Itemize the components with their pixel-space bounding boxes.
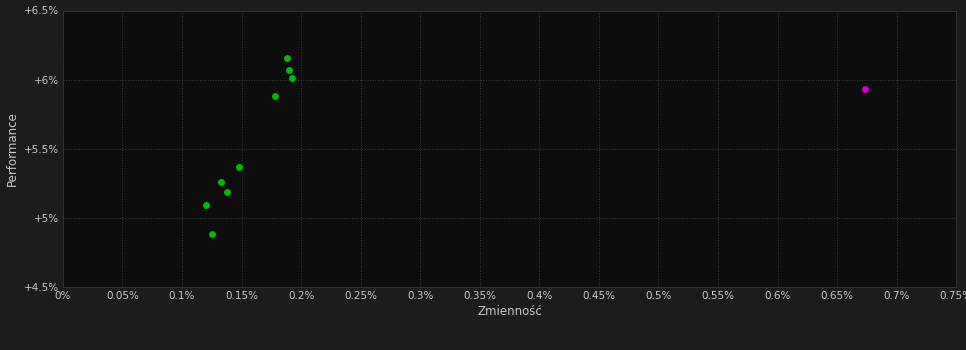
Point xyxy=(281,67,297,73)
Point xyxy=(219,189,235,194)
Point xyxy=(279,55,295,60)
Point xyxy=(204,232,219,237)
Y-axis label: Performance: Performance xyxy=(7,111,19,186)
Point xyxy=(232,164,247,169)
Point xyxy=(198,203,213,208)
Point xyxy=(284,76,299,81)
X-axis label: Zmienność: Zmienność xyxy=(477,305,542,318)
Point xyxy=(213,179,229,185)
Point xyxy=(857,86,872,92)
Point xyxy=(268,93,283,99)
